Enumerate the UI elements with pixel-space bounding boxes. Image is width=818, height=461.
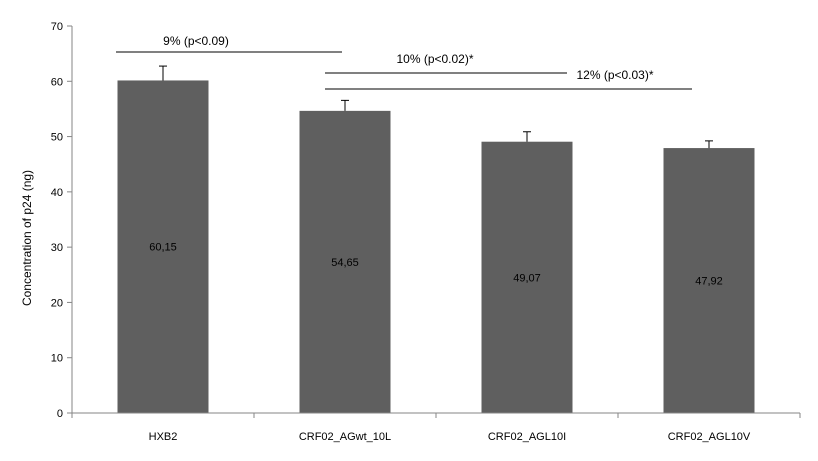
x-category-label: CRF02_AGL10V: [668, 431, 751, 443]
y-tick-label: 10: [51, 353, 63, 365]
bar: [117, 80, 209, 414]
x-category-label: HXB2: [149, 431, 178, 443]
y-tick-label: 20: [51, 297, 63, 309]
significance-annotations: 9% (p<0.09) 10% (p<0.02)* 12% (p<0.03)*: [116, 34, 692, 90]
bar-value-label: 54,65: [331, 257, 359, 269]
x-category-label: CRF02_AGL10I: [488, 431, 566, 443]
significance-label: 9% (p<0.09): [163, 34, 229, 48]
y-tick-label: 50: [51, 132, 63, 144]
significance-label: 12% (p<0.03)*: [576, 68, 653, 82]
bar-value-label: 49,07: [513, 272, 541, 284]
bar: [481, 141, 573, 413]
bar: [299, 110, 391, 413]
bar: [663, 148, 755, 413]
significance-label: 10% (p<0.02)*: [396, 52, 473, 66]
y-axis: 0 10 20 30 40 50 60 70: [51, 21, 73, 420]
bar-value-label: 47,92: [695, 276, 723, 288]
x-axis: HXB2 CRF02_AGwt_10L CRF02_AGL10I CRF02_AGL1…: [71, 412, 801, 443]
y-tick-label: 0: [57, 408, 63, 420]
bars: 60,15 54,65 49,07 47,92: [117, 65, 755, 414]
x-category-label: CRF02_AGwt_10L: [299, 431, 391, 443]
y-tick-label: 30: [51, 242, 63, 254]
y-tick-label: 40: [51, 187, 63, 199]
y-tick-label: 70: [51, 21, 63, 33]
y-tick-label: 60: [51, 76, 63, 88]
y-axis-label: Concentration of p24 (ng): [20, 170, 34, 306]
bar-value-label: 60,15: [149, 242, 177, 254]
